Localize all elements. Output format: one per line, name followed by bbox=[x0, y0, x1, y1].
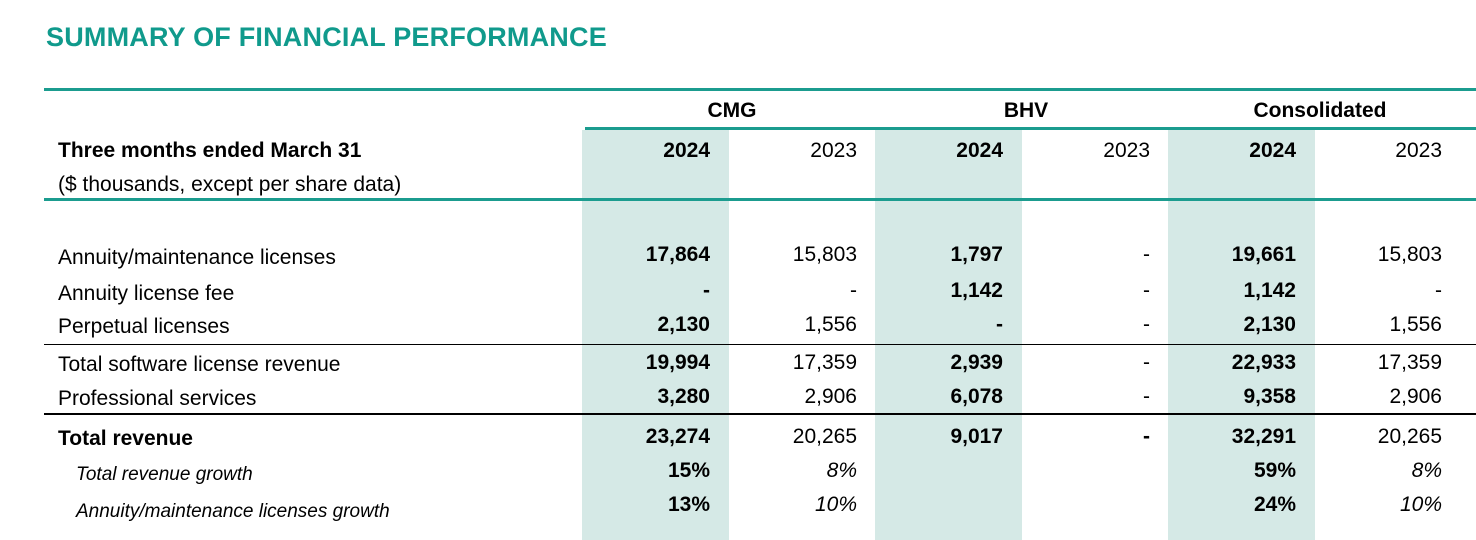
table-cell: 59% bbox=[1253, 459, 1296, 482]
table-cell: - bbox=[1143, 313, 1150, 336]
row-label: Total revenue growth bbox=[76, 464, 253, 485]
table-cell: 2,130 bbox=[657, 313, 710, 336]
table-cell: 1,556 bbox=[804, 313, 857, 336]
table-cell: 17,359 bbox=[1377, 351, 1442, 374]
row-label: Total software license revenue bbox=[58, 353, 341, 376]
header-bottom-rule bbox=[44, 198, 1476, 201]
table-cell: 9,358 bbox=[1243, 385, 1296, 408]
table-cell: 20,265 bbox=[792, 425, 857, 448]
table-cell: 20,265 bbox=[1377, 425, 1442, 448]
table-cell: 9,017 bbox=[950, 425, 1003, 448]
table-cell: 15,803 bbox=[792, 243, 857, 266]
table-cell: 13% bbox=[667, 493, 710, 516]
table-cell: 3,280 bbox=[657, 385, 710, 408]
table-cell: - bbox=[1143, 351, 1150, 374]
table-cell: - bbox=[1143, 425, 1150, 448]
row-label: Professional services bbox=[58, 387, 257, 410]
table-cell: 1,142 bbox=[950, 279, 1003, 302]
report-title: SUMMARY OF FINANCIAL PERFORMANCE bbox=[46, 22, 607, 52]
table-cell: 2,906 bbox=[804, 385, 857, 408]
year-header: 2024 bbox=[956, 139, 1003, 162]
table-cell: 15% bbox=[667, 459, 710, 482]
year-header: 2024 bbox=[1249, 139, 1296, 162]
group-header-cmg: CMG bbox=[707, 99, 757, 122]
table-cell: 23,274 bbox=[645, 425, 710, 448]
table-cell: 2,906 bbox=[1389, 385, 1442, 408]
table-cell: - bbox=[1435, 279, 1442, 302]
table-cell: 2,939 bbox=[950, 351, 1003, 374]
row-label: Perpetual licenses bbox=[58, 315, 230, 338]
row-label: Annuity/maintenance licenses growth bbox=[76, 501, 390, 522]
table-cell: - bbox=[703, 279, 710, 302]
table-cell: 1,142 bbox=[1243, 279, 1296, 302]
table-cell: 1,797 bbox=[950, 243, 1003, 266]
table-cell: 19,661 bbox=[1231, 243, 1296, 266]
year-header: 2023 bbox=[810, 139, 857, 162]
table-cell: - bbox=[996, 313, 1003, 336]
table-cell: 6,078 bbox=[950, 385, 1003, 408]
group-header-consolidated: Consolidated bbox=[1253, 99, 1387, 122]
table-cell: - bbox=[1143, 385, 1150, 408]
group-header-rule bbox=[585, 127, 1476, 130]
table-cell: 22,933 bbox=[1231, 351, 1296, 374]
year-header: 2024 bbox=[663, 139, 710, 162]
group-header-bhv: BHV bbox=[1003, 99, 1049, 122]
table-cell: 32,291 bbox=[1231, 425, 1296, 448]
year-header: 2023 bbox=[1395, 139, 1442, 162]
year-header: 2023 bbox=[1103, 139, 1150, 162]
table-cell: - bbox=[1143, 243, 1150, 266]
table-cell: 1,556 bbox=[1389, 313, 1442, 336]
table-cell: - bbox=[1143, 279, 1150, 302]
table-cell: 10% bbox=[814, 493, 857, 516]
subtotal-rule bbox=[44, 344, 1476, 345]
row-label: Annuity license fee bbox=[58, 282, 235, 305]
table-cell: - bbox=[850, 279, 857, 302]
total-rule bbox=[44, 413, 1476, 415]
table-cell: 19,994 bbox=[645, 351, 710, 374]
table-cell: 17,864 bbox=[645, 243, 710, 266]
table-cell: 8% bbox=[1411, 459, 1442, 482]
row-label: Annuity/maintenance licenses bbox=[58, 246, 336, 269]
top-rule bbox=[44, 88, 1476, 91]
table-cell: 24% bbox=[1253, 493, 1296, 516]
row-label: Total revenue bbox=[58, 427, 193, 450]
table-cell: 15,803 bbox=[1377, 243, 1442, 266]
period-label: Three months ended March 31 bbox=[58, 139, 362, 162]
table-cell: 10% bbox=[1399, 493, 1442, 516]
table-cell: 17,359 bbox=[792, 351, 857, 374]
table-cell: 8% bbox=[826, 459, 857, 482]
table-cell: 2,130 bbox=[1243, 313, 1296, 336]
units-note: ($ thousands, except per share data) bbox=[58, 173, 402, 196]
